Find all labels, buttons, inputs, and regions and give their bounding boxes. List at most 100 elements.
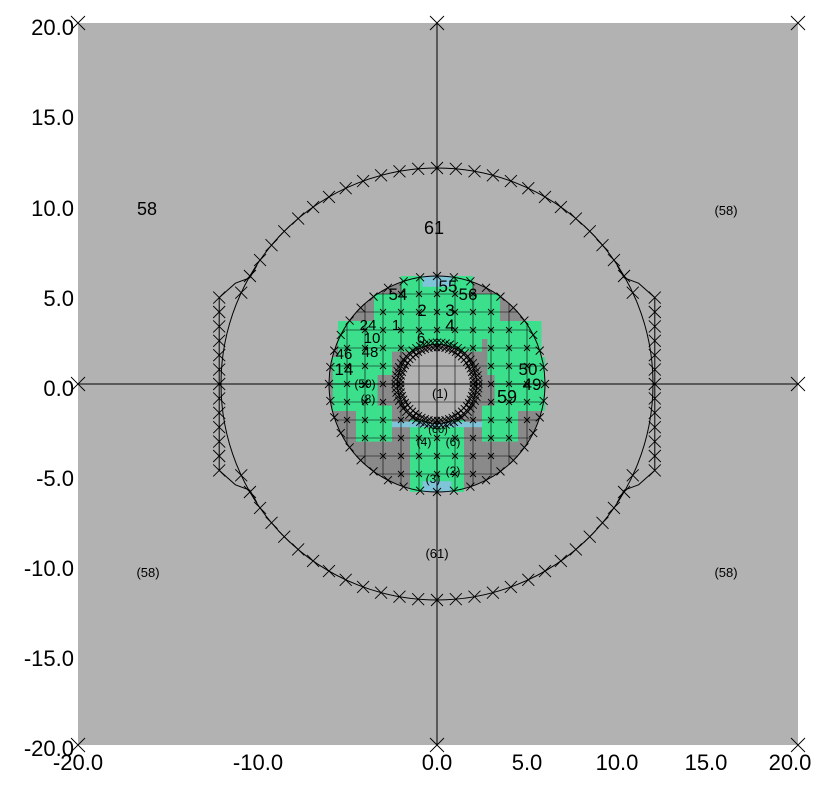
node-marker bbox=[212, 320, 226, 333]
node-marker bbox=[596, 238, 609, 252]
node-marker bbox=[523, 362, 531, 370]
core-label: 59 bbox=[497, 387, 517, 407]
core-label: 4 bbox=[445, 316, 454, 335]
node-marker bbox=[339, 181, 353, 195]
node-marker bbox=[419, 413, 426, 421]
node-marker bbox=[469, 416, 477, 424]
y-tick-label: 15.0 bbox=[31, 105, 74, 130]
node-marker bbox=[379, 380, 387, 388]
node-marker bbox=[432, 487, 442, 497]
node-marker bbox=[790, 15, 806, 31]
node-marker bbox=[448, 347, 455, 355]
node-marker bbox=[433, 326, 441, 334]
core-label: (4) bbox=[417, 435, 432, 449]
node-marker bbox=[400, 366, 408, 373]
node-marker bbox=[411, 415, 421, 425]
node-marker bbox=[433, 452, 441, 460]
node-marker bbox=[648, 392, 662, 405]
node-marker bbox=[361, 416, 369, 424]
node-marker bbox=[487, 452, 495, 460]
node-marker bbox=[469, 470, 477, 478]
node-marker bbox=[521, 181, 535, 195]
node-marker bbox=[523, 344, 531, 352]
node-marker bbox=[464, 362, 472, 370]
node-marker bbox=[535, 413, 545, 422]
node-markers bbox=[70, 15, 806, 753]
node-marker bbox=[383, 283, 393, 293]
node-marker bbox=[419, 347, 426, 355]
node-marker bbox=[648, 291, 662, 304]
node-marker bbox=[326, 362, 335, 372]
node-marker bbox=[356, 456, 365, 465]
node-marker bbox=[429, 737, 445, 753]
node-marker bbox=[444, 346, 452, 354]
node-marker bbox=[451, 434, 459, 442]
node-marker bbox=[538, 190, 552, 204]
node-marker bbox=[648, 348, 662, 362]
node-marker bbox=[265, 516, 278, 530]
node-marker bbox=[648, 406, 662, 420]
node-marker bbox=[607, 253, 621, 267]
node-marker bbox=[487, 434, 495, 442]
node-marker bbox=[520, 316, 529, 325]
x-tick-label: 15.0 bbox=[685, 750, 728, 775]
node-marker bbox=[212, 377, 226, 391]
node-marker bbox=[617, 269, 631, 283]
node-marker bbox=[487, 380, 495, 388]
region-label: (58) bbox=[136, 565, 159, 580]
node-marker bbox=[397, 326, 405, 334]
core-label: 48 bbox=[362, 344, 379, 361]
node-marker bbox=[496, 292, 505, 301]
node-marker bbox=[379, 434, 387, 442]
node-marker bbox=[528, 330, 538, 340]
node-marker bbox=[451, 290, 459, 298]
node-marker bbox=[379, 344, 387, 352]
node-marker bbox=[212, 420, 226, 434]
node-marker bbox=[538, 564, 552, 578]
node-marker bbox=[277, 224, 291, 238]
x-tick-label: 20.0 bbox=[769, 750, 812, 775]
node-marker bbox=[528, 428, 538, 438]
node-marker bbox=[369, 467, 378, 476]
y-tick-label: -15.0 bbox=[24, 646, 74, 671]
node-marker bbox=[397, 308, 405, 316]
node-marker bbox=[607, 501, 621, 515]
core-label: (1) bbox=[432, 386, 448, 401]
node-marker bbox=[212, 305, 226, 319]
node-marker bbox=[402, 398, 410, 406]
core-label: 24 bbox=[360, 317, 377, 334]
core-label: 10 bbox=[364, 330, 381, 347]
core-label: (3) bbox=[426, 472, 441, 486]
node-marker bbox=[399, 404, 408, 413]
node-marker bbox=[336, 428, 346, 438]
region-label: 61 bbox=[424, 218, 444, 238]
node-marker bbox=[379, 398, 387, 406]
node-marker bbox=[361, 380, 369, 388]
node-marker bbox=[402, 362, 410, 370]
node-marker bbox=[243, 269, 257, 283]
node-marker bbox=[415, 349, 423, 357]
node-marker bbox=[412, 351, 420, 359]
core-label: 56 bbox=[459, 285, 478, 304]
core-label: (60) bbox=[428, 424, 448, 436]
node-marker bbox=[790, 737, 806, 753]
node-marker bbox=[509, 303, 518, 312]
node-marker bbox=[383, 475, 393, 485]
node-marker bbox=[430, 593, 444, 607]
node-marker bbox=[306, 554, 320, 568]
node-marker bbox=[487, 344, 495, 352]
node-marker bbox=[374, 586, 388, 599]
node-marker bbox=[539, 396, 548, 406]
node-marker bbox=[430, 161, 444, 175]
node-marker bbox=[569, 543, 583, 556]
node-marker bbox=[343, 398, 351, 406]
node-marker bbox=[457, 413, 466, 422]
node-marker bbox=[415, 273, 425, 282]
node-marker bbox=[583, 224, 597, 238]
node-marker bbox=[253, 253, 267, 267]
node-marker bbox=[415, 411, 423, 419]
node-marker bbox=[329, 413, 339, 422]
region-label: (58) bbox=[714, 203, 737, 218]
ring-edge bbox=[616, 470, 656, 504]
node-marker bbox=[648, 435, 662, 448]
